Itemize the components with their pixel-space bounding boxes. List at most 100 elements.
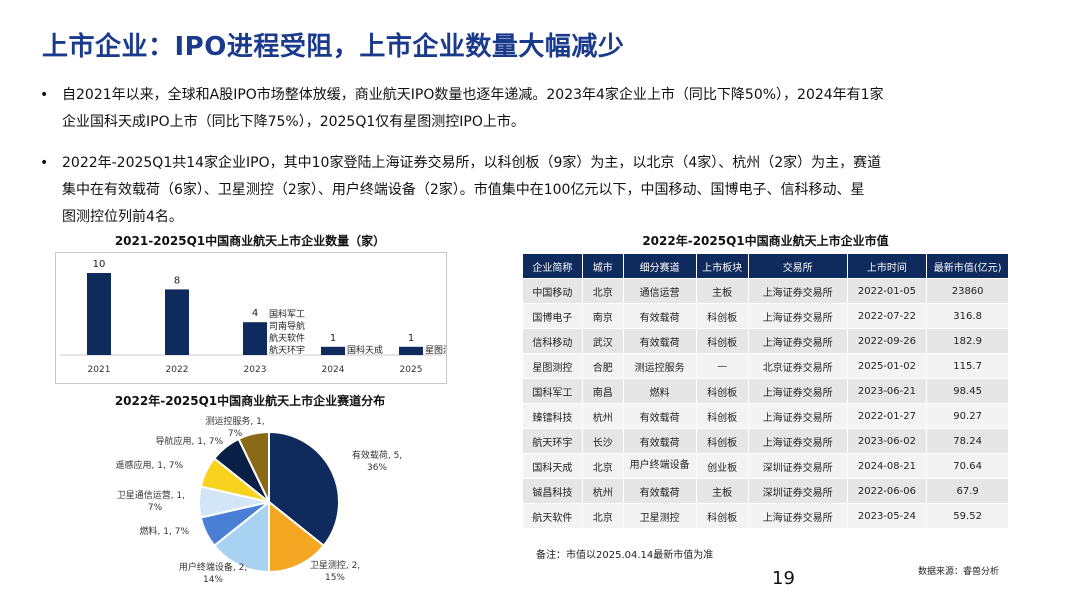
- header-market-value: 最新市值(亿元): [926, 253, 1009, 279]
- bar-value-label: 4: [252, 308, 258, 319]
- bar-tick-label: 2023: [244, 365, 267, 375]
- bar-tick-label: 2022: [166, 365, 189, 375]
- table-cell: 2022-01-05: [846, 278, 928, 304]
- table-cell: 上海证券交易所: [747, 428, 848, 454]
- bar-chart-title: 2021-2025Q1中国商业航天上市企业数量（家）: [114, 234, 386, 248]
- pie-slice-label: 卫星通信运营, 1,: [117, 489, 185, 501]
- table-row: 信科移动 武汉 有效载荷 科创板 上海证券交易所 2022-09-26 182.9: [522, 328, 1009, 354]
- bullet-dot: •: [40, 87, 49, 103]
- table-cell: 臻镭科技: [522, 403, 583, 429]
- bullet-1: • 自2021年以来，全球和A股IPO市场整体放缓，商业航天IPO数量也逐年递减…: [40, 82, 1040, 136]
- pie-slice-label: 导航应用, 1, 7%: [156, 435, 224, 447]
- bar-tick-label: 2025: [400, 365, 423, 375]
- bullet-2-line-3: 图测控位列前4名。: [62, 209, 183, 225]
- pie-slice-percent: 7%: [228, 429, 243, 439]
- table-cell: 182.9: [926, 328, 1009, 354]
- table-cell: —: [695, 353, 749, 379]
- footnote: 备注：市值以2025.04.14最新市值为准: [536, 550, 714, 561]
- table-cell: 创业板: [695, 453, 749, 479]
- table-cell: 主板: [695, 478, 749, 504]
- page-number: 19: [772, 568, 795, 589]
- table-cell: 合肥: [581, 353, 624, 379]
- bar-value-label: 1: [330, 333, 336, 344]
- bar-2022: [165, 289, 189, 355]
- table-cell: 115.7: [926, 353, 1009, 379]
- header-segment: 细分赛道: [622, 253, 697, 279]
- bullet-2: • 2022年-2025Q1共14家企业IPO，其中10家登陆上海证券交易所，以…: [40, 150, 1040, 231]
- table-cell: 2024-08-21: [846, 453, 928, 479]
- table-cell: 科创板: [695, 428, 749, 454]
- header-city: 城市: [581, 253, 624, 279]
- table-cell: 2023-06-02: [846, 428, 928, 454]
- table-cell: 武汉: [581, 328, 624, 354]
- bar-annotation: 国科军工: [269, 308, 305, 320]
- table-cell: 国科天成: [522, 453, 583, 479]
- bar-annotation: 航天软件: [269, 332, 305, 344]
- table-cell: 有效载荷: [622, 328, 697, 354]
- table-title: 2022年-2025Q1中国商业航天上市企业市值: [642, 234, 889, 248]
- bar-2021: [87, 273, 111, 355]
- table-row: 中国移动 北京 通信运营 主板 上海证券交易所 2022-01-05 23860: [522, 278, 1009, 304]
- table-cell: 主板: [695, 278, 749, 304]
- table-cell: 北京证券交易所: [747, 353, 848, 379]
- table-row: 国科天成 北京 用户终端设备 创业板 深圳证券交易所 2024-08-21 70.64: [522, 453, 1009, 479]
- table-cell: 67.9: [926, 478, 1009, 504]
- table-cell: 中国移动: [522, 278, 583, 304]
- table-cell: 2025-01-02: [846, 353, 928, 379]
- bullet-2-line-2: 集中在有效载荷（6家）、卫星测控（2家）、用户终端设备（2家）。市值集中在100…: [62, 182, 865, 198]
- page-title: 上市企业：IPO进程受阻，上市企业数量大幅减少: [42, 32, 625, 62]
- table-cell: 杭州: [581, 478, 624, 504]
- table-row: 臻镭科技 杭州 有效载荷 科创板 上海证券交易所 2022-01-27 90.27: [522, 403, 1009, 429]
- pie-chart-title: 2022年-2025Q1中国商业航天上市企业赛道分布: [114, 394, 386, 408]
- table-header-row: 企业简称 城市 细分赛道 上市板块 交易所 上市时间 最新市值(亿元): [522, 253, 1009, 279]
- table-cell: 杭州: [581, 403, 624, 429]
- table-cell: 有效载荷: [622, 478, 697, 504]
- table-row: 星图测控 合肥 测运控服务 — 北京证券交易所 2025-01-02 115.7: [522, 353, 1009, 379]
- bullet-2-line-1: 2022年-2025Q1共14家企业IPO，其中10家登陆上海证券交易所，以科创…: [62, 155, 882, 171]
- table-cell: 国博电子: [522, 303, 583, 329]
- table-cell: 北京: [581, 503, 624, 529]
- pie-slice-label: 燃料, 1, 7%: [140, 525, 190, 537]
- table-cell: 南昌: [581, 378, 624, 404]
- header-date: 上市时间: [846, 253, 928, 279]
- bar-tick-label: 2021: [88, 365, 111, 375]
- table-cell: 上海证券交易所: [747, 328, 848, 354]
- pie-slice-percent: 14%: [203, 575, 223, 585]
- table-cell: 长沙: [581, 428, 624, 454]
- table-row: 铖昌科技 杭州 有效载荷 主板 深圳证券交易所 2022-06-06 67.9: [522, 478, 1009, 504]
- table-cell: 2022-07-22: [846, 303, 928, 329]
- bar-annotation: 星图测控: [425, 344, 446, 356]
- bar-annotation: 国科天成: [347, 344, 383, 356]
- bar-annotation: 司南导航: [269, 320, 305, 332]
- table-cell: 2022-06-06: [846, 478, 928, 504]
- pie-slice-percent: 7%: [148, 503, 163, 513]
- bar-annotation: 航天环宇: [269, 344, 305, 356]
- table-cell: 测运控服务: [622, 353, 697, 379]
- table-cell: 深圳证券交易所: [747, 478, 848, 504]
- bar-value-label: 1: [408, 333, 414, 344]
- table-row: 国博电子 南京 有效载荷 科创板 上海证券交易所 2022-07-22 316.8: [522, 303, 1009, 329]
- pie-slice-label: 遥感应用, 1, 7%: [116, 459, 184, 471]
- table-cell: 卫星测控: [622, 503, 697, 529]
- bullet-1-line-2: 企业国科天成IPO上市（同比下降75%），2025Q1仅有星图测控IPO上市。: [62, 114, 525, 130]
- pie-slice-label: 测运控服务, 1,: [205, 415, 264, 427]
- table-cell: 2023-06-21: [846, 378, 928, 404]
- pie-slice: [268, 499, 326, 574]
- table-cell: 59.52: [926, 503, 1009, 529]
- table-cell: 科创板: [695, 503, 749, 529]
- table-cell: 深圳证券交易所: [747, 453, 848, 479]
- table-cell: 北京: [581, 278, 624, 304]
- table-cell: 科创板: [695, 403, 749, 429]
- table-row: 航天环宇 长沙 有效载荷 科创板 上海证券交易所 2023-06-02 78.24: [522, 428, 1009, 454]
- table-cell: 98.45: [926, 378, 1009, 404]
- bullet-1-line-1: 自2021年以来，全球和A股IPO市场整体放缓，商业航天IPO数量也逐年递减。2…: [62, 87, 884, 103]
- table-cell: 有效载荷: [622, 428, 697, 454]
- table-cell: 信科移动: [522, 328, 583, 354]
- pie-slice-percent: 15%: [325, 573, 345, 583]
- table-cell: 国科军工: [522, 378, 583, 404]
- table-cell: 铖昌科技: [522, 478, 583, 504]
- table-cell: 科创板: [695, 328, 749, 354]
- table-row: 国科军工 南昌 燃料 科创板 上海证券交易所 2023-06-21 98.45: [522, 378, 1009, 404]
- table-cell: 科创板: [695, 378, 749, 404]
- table-cell: 南京: [581, 303, 624, 329]
